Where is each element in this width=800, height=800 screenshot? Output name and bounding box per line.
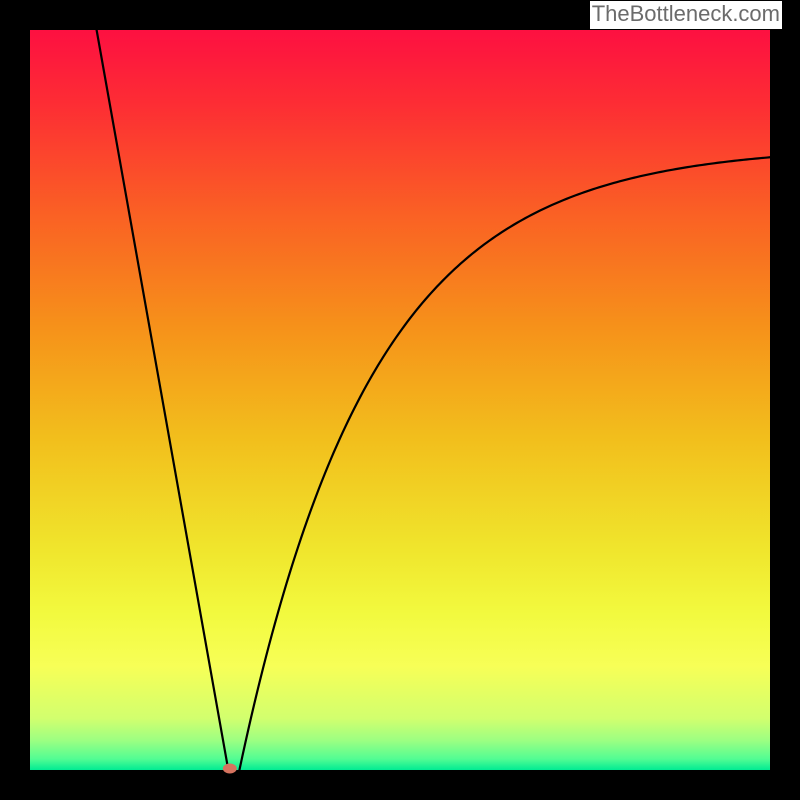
chart-container: TheBottleneck.com	[0, 0, 800, 800]
watermark-text: TheBottleneck.com	[590, 1, 782, 29]
chart-svg	[0, 0, 800, 800]
minimum-marker	[223, 764, 237, 774]
plot-background	[30, 30, 770, 770]
